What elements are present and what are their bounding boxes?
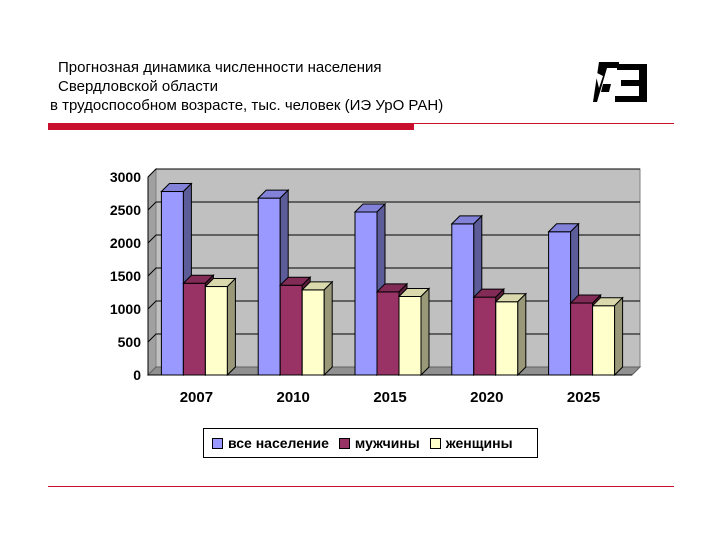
title-line-1: Прогнозная динамика численности населени… (58, 59, 382, 76)
bar-0-2020 (451, 223, 475, 376)
bar-2-2010 (301, 289, 325, 376)
bar-0-2007 (160, 191, 184, 376)
y-tick-label: 500 (118, 334, 142, 350)
institute-logo-icon (593, 62, 647, 102)
gridline (147, 201, 640, 211)
legend-entry: мужчины (338, 435, 420, 451)
x-tick-label: 2015 (373, 389, 406, 406)
bar-side-2-2025 (614, 296, 624, 377)
y-tick-label: 0 (133, 367, 141, 383)
bar-1-2015 (376, 291, 400, 376)
bar-side-2-2007 (226, 277, 236, 377)
bottom-red-rule (48, 486, 674, 487)
bar-side-2-2015 (420, 287, 430, 377)
x-tick-label: 2010 (277, 389, 310, 406)
title-line-2: Свердловской области (58, 78, 219, 95)
x-tick-label: 2007 (180, 389, 213, 406)
chart-legend: все население мужчины женщины (203, 428, 538, 458)
top-red-accent-bar (48, 124, 414, 130)
x-tick-label: 2025 (567, 389, 600, 406)
gridline (147, 168, 640, 178)
legend-entry: женщины (429, 435, 513, 451)
bar-0-2025 (548, 231, 572, 376)
slide-title: Прогнозная динамика численности населени… (50, 58, 520, 115)
y-tick-label: 2500 (110, 202, 141, 218)
x-tick-label: 2020 (470, 389, 503, 406)
bar-0-2015 (354, 211, 378, 376)
y-tick-label: 2000 (110, 235, 141, 251)
bar-2-2015 (398, 295, 422, 376)
bar-side-2-2010 (323, 280, 333, 377)
bar-1-2020 (473, 296, 497, 376)
y-tick-label: 1500 (110, 268, 141, 284)
bar-2-2007 (204, 286, 228, 376)
bar-0-2010 (257, 197, 281, 376)
legend-entry: все население (212, 435, 329, 451)
legend-label: все население (228, 435, 329, 451)
bar-1-2025 (570, 302, 594, 376)
legend-swatch (212, 437, 223, 449)
top-red-rule (48, 123, 674, 124)
bar-1-2010 (279, 284, 303, 376)
bar-side-2-2020 (517, 292, 527, 377)
bar-2-2025 (592, 305, 616, 376)
title-line-3: в трудоспособном возрасте, тыс. человек … (50, 97, 444, 114)
legend-label: мужчины (354, 435, 420, 451)
legend-swatch (429, 437, 441, 449)
y-tick-label: 3000 (110, 169, 141, 185)
y-tick-label: 1000 (110, 301, 141, 317)
legend-label: женщины (445, 435, 513, 451)
legend-swatch (338, 437, 350, 449)
bar-2-2020 (495, 301, 519, 376)
bar-1-2007 (182, 282, 206, 376)
